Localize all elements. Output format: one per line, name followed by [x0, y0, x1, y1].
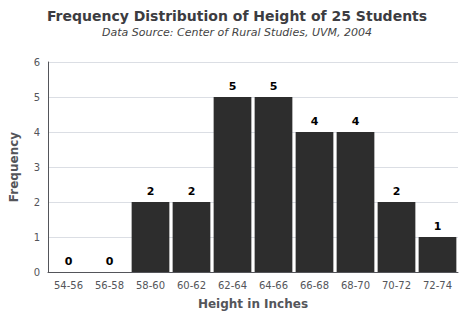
svg-text:4: 4 — [352, 115, 360, 128]
svg-text:64-66: 64-66 — [259, 280, 288, 291]
svg-text:2: 2 — [147, 185, 155, 198]
svg-text:Height in Inches: Height in Inches — [198, 297, 308, 311]
svg-text:54-56: 54-56 — [54, 280, 83, 291]
svg-text:5: 5 — [34, 92, 40, 103]
svg-text:0: 0 — [106, 255, 114, 268]
svg-text:4: 4 — [311, 115, 319, 128]
svg-text:70-72: 70-72 — [382, 280, 411, 291]
svg-text:4: 4 — [34, 127, 40, 138]
svg-text:2: 2 — [393, 185, 401, 198]
svg-text:Data Source: Center of Rural S: Data Source: Center of Rural Studies, UV… — [102, 26, 372, 39]
svg-text:1: 1 — [434, 220, 442, 233]
svg-text:5: 5 — [229, 80, 237, 93]
svg-text:66-68: 66-68 — [300, 280, 329, 291]
svg-text:72-74: 72-74 — [423, 280, 452, 291]
svg-text:6: 6 — [34, 57, 40, 68]
svg-text:1: 1 — [34, 232, 40, 243]
svg-text:2: 2 — [34, 197, 40, 208]
svg-text:56-58: 56-58 — [95, 280, 124, 291]
svg-text:2: 2 — [188, 185, 196, 198]
svg-text:Frequency Distribution of Heig: Frequency Distribution of Height of 25 S… — [47, 8, 427, 24]
svg-text:Frequency: Frequency — [7, 132, 21, 202]
svg-text:60-62: 60-62 — [177, 280, 206, 291]
svg-text:0: 0 — [65, 255, 73, 268]
svg-text:0: 0 — [34, 267, 40, 278]
svg-text:58-60: 58-60 — [136, 280, 165, 291]
svg-text:62-64: 62-64 — [218, 280, 247, 291]
svg-text:68-70: 68-70 — [341, 280, 370, 291]
svg-text:5: 5 — [270, 80, 278, 93]
svg-text:3: 3 — [34, 162, 40, 173]
